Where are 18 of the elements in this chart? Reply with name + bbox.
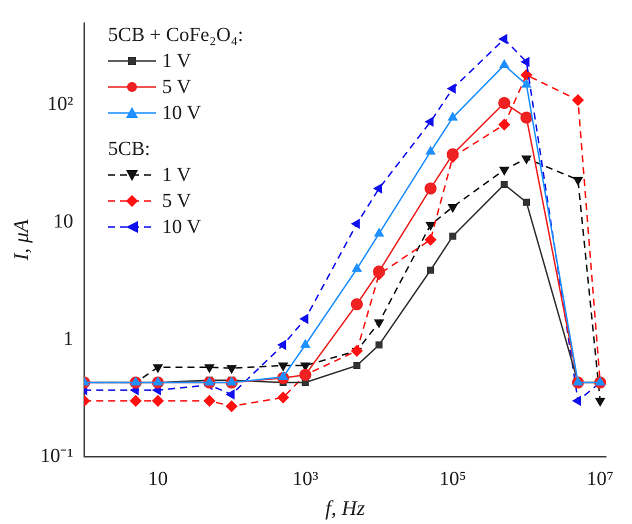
y-tick-label: 10 [53, 210, 74, 232]
x-tick-label: 10⁵ [439, 468, 466, 490]
legend-label: 1 V [162, 163, 192, 188]
legend-label: 5 V [162, 75, 192, 100]
x-tick-label: 10 [148, 468, 168, 490]
x-axis-title: f, Hz [325, 496, 365, 520]
legend-title: 5CB + CoFe₂O₄: [108, 23, 244, 48]
legend-label: 1 V [162, 49, 192, 74]
annotation: 5CB: [108, 137, 152, 162]
legend-label: 10 V [162, 215, 202, 240]
y-axis-title: I, μA [9, 219, 34, 262]
legend-label: 5 V [162, 189, 192, 214]
x-tick-label: 10³ [292, 468, 318, 490]
y-tick-label: 10⁻¹ [40, 445, 74, 468]
y-tick-label: 1 [63, 328, 74, 350]
legend-label: 10 V [162, 101, 202, 126]
y-tick-label: 10² [47, 93, 74, 116]
x-tick-label: 10⁷ [586, 468, 614, 490]
